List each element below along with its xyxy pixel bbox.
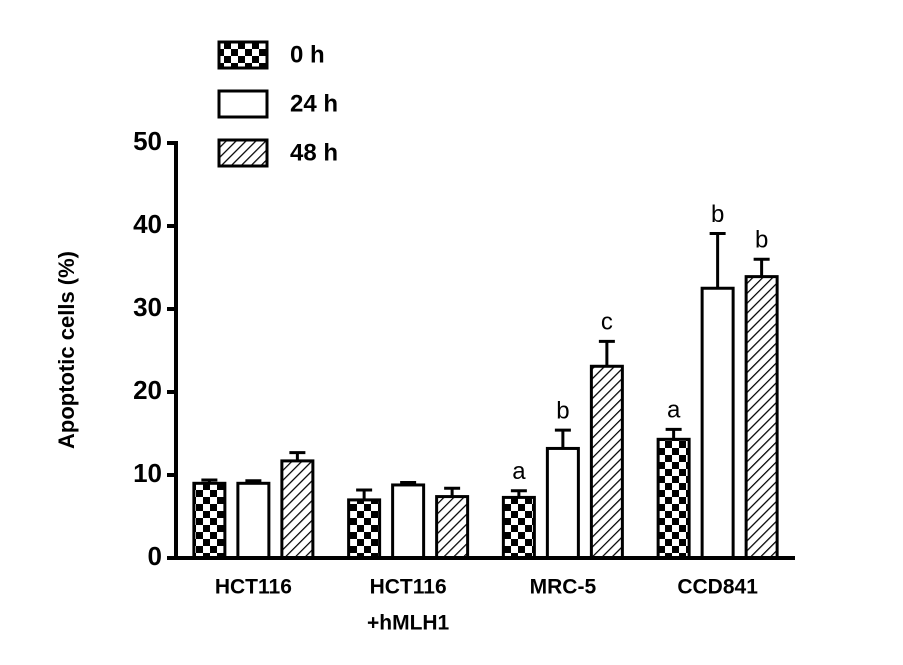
bar: [744, 275, 779, 560]
legend-label: 48 h: [290, 139, 338, 166]
y-tick-label: 20: [133, 375, 162, 405]
y-tick-label: 0: [148, 541, 162, 571]
annotation: a: [512, 458, 526, 485]
y-tick-label: 40: [133, 209, 162, 239]
bar: [347, 498, 382, 560]
x-tick-label: HCT116: [215, 576, 292, 599]
annotation: b: [755, 227, 768, 254]
legend-label: 0 h: [290, 41, 325, 68]
bar: [700, 286, 735, 560]
annotation: c: [601, 309, 613, 336]
bar: [192, 481, 227, 560]
y-axis-title: Apoptotic cells (%): [54, 251, 79, 449]
bar: [280, 459, 315, 560]
x-tick-label: MRC-5: [530, 576, 597, 599]
x-tick-label: +hMLH1: [367, 612, 450, 635]
y-tick-label: 50: [133, 126, 162, 156]
y-tick-label: 10: [133, 458, 162, 488]
bar: [545, 446, 580, 560]
legend-swatch: [217, 89, 269, 119]
annotation: b: [711, 201, 724, 228]
legend-label: 24 h: [290, 90, 338, 117]
legend-swatch: [217, 40, 269, 70]
x-tick-label: CCD841: [677, 576, 758, 599]
legend-swatch: [217, 138, 269, 168]
bar: [501, 495, 536, 560]
bar: [435, 495, 470, 560]
annotation: b: [556, 398, 569, 425]
y-tick-label: 30: [133, 292, 162, 322]
annotation: a: [667, 397, 681, 424]
x-tick-label: HCT116: [370, 576, 447, 599]
bar: [656, 437, 691, 560]
bar: [589, 364, 624, 560]
bar: [391, 483, 426, 560]
bar: [236, 481, 271, 560]
